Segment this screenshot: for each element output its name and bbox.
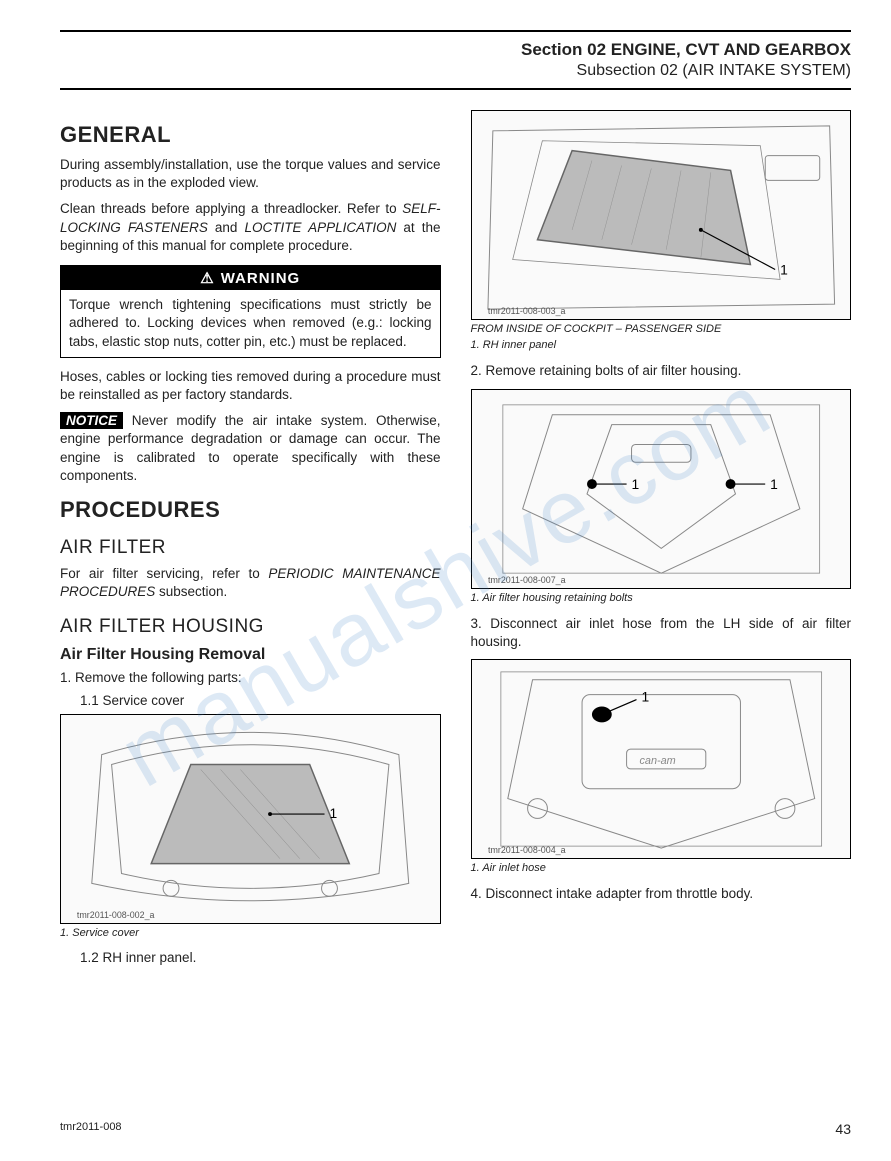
fig4-caption: 1. Air inlet hose bbox=[471, 862, 852, 875]
heading-removal: Air Filter Housing Removal bbox=[60, 646, 441, 664]
left-column: GENERAL During assembly/installation, us… bbox=[60, 110, 441, 971]
page-footer: tmr2011-008 43 bbox=[60, 1121, 851, 1137]
page-header: Section 02 ENGINE, CVT AND GEARBOX Subse… bbox=[60, 30, 851, 90]
fig1-caption: 1. Service cover bbox=[60, 927, 441, 940]
figure-inlet-hose: can-am 1 tmr2011-008-004_a bbox=[471, 659, 852, 859]
notice-para: NOTICE Never modify the air intake syste… bbox=[60, 412, 441, 485]
heading-procedures: PROCEDURES bbox=[60, 497, 441, 523]
svg-text:1: 1 bbox=[641, 689, 649, 705]
subsection-title: Subsection 02 (AIR INTAKE SYSTEM) bbox=[60, 62, 851, 80]
figure-service-cover: 1 tmr2011-008-002_a bbox=[60, 714, 441, 924]
step-1: 1. Remove the following parts: bbox=[60, 670, 441, 685]
para-servicing: For air filter servicing, refer to PERIO… bbox=[60, 565, 441, 601]
para-assembly: During assembly/installation, use the to… bbox=[60, 156, 441, 192]
svg-text:tmr2011-008-002_a: tmr2011-008-002_a bbox=[77, 910, 155, 920]
right-column: 1 tmr2011-008-003_a FROM INSIDE OF COCKP… bbox=[471, 110, 852, 971]
heading-general: GENERAL bbox=[60, 122, 441, 148]
fig2-caption: 1. RH inner panel bbox=[471, 339, 852, 352]
step-2: 2. Remove retaining bolts of air filter … bbox=[471, 362, 852, 380]
figure-inner-panel: 1 tmr2011-008-003_a bbox=[471, 110, 852, 320]
para-hoses: Hoses, cables or locking ties removed du… bbox=[60, 368, 441, 404]
heading-airfilter: AIR FILTER bbox=[60, 537, 441, 559]
step-4: 4. Disconnect intake adapter from thrott… bbox=[471, 885, 852, 903]
svg-text:1: 1 bbox=[770, 476, 778, 492]
para-threads: Clean threads before applying a threadlo… bbox=[60, 200, 441, 255]
svg-text:1: 1 bbox=[631, 476, 639, 492]
svg-text:tmr2011-008-003_a: tmr2011-008-003_a bbox=[487, 306, 565, 316]
heading-housing: AIR FILTER HOUSING bbox=[60, 616, 441, 638]
step-1-2: 1.2 RH inner panel. bbox=[80, 950, 441, 965]
section-title: Section 02 ENGINE, CVT AND GEARBOX bbox=[60, 40, 851, 60]
svg-text:tmr2011-008-004_a: tmr2011-008-004_a bbox=[488, 845, 566, 855]
page-number: 43 bbox=[835, 1121, 851, 1137]
warning-body: Torque wrench tightening specifications … bbox=[61, 290, 440, 357]
warning-box: WARNING Torque wrench tightening specifi… bbox=[60, 265, 441, 358]
fig3-caption: 1. Air filter housing retaining bolts bbox=[471, 592, 852, 605]
step-1-1: 1.1 Service cover bbox=[80, 693, 441, 708]
step-3: 3. Disconnect air inlet hose from the LH… bbox=[471, 615, 852, 651]
svg-text:tmr2011-008-007_a: tmr2011-008-007_a bbox=[488, 575, 566, 585]
svg-text:can-am: can-am bbox=[639, 755, 675, 767]
figure-retaining-bolts: 1 1 tmr2011-008-007_a bbox=[471, 389, 852, 589]
fig2-caption-top: FROM INSIDE OF COCKPIT – PASSENGER SIDE bbox=[471, 323, 852, 336]
svg-text:1: 1 bbox=[329, 805, 337, 821]
warning-header: WARNING bbox=[61, 266, 440, 290]
svg-text:1: 1 bbox=[780, 261, 788, 277]
doc-ref: tmr2011-008 bbox=[60, 1121, 122, 1137]
notice-label: NOTICE bbox=[60, 412, 123, 429]
